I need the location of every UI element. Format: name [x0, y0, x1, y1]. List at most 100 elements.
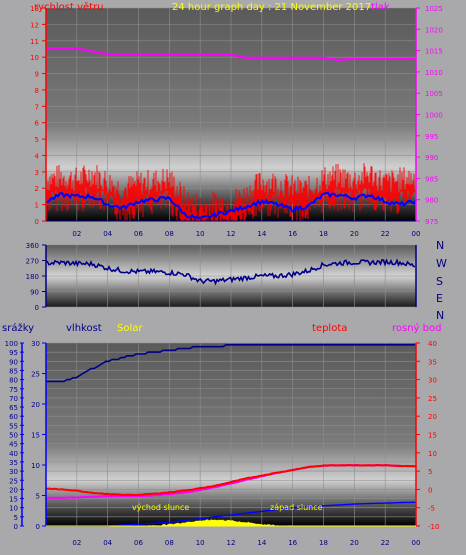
x-tick-label: 20: [350, 230, 359, 238]
direction-letter-w: W: [436, 257, 447, 270]
rain-label: srážky: [2, 322, 34, 334]
rain-tick-label: 45: [9, 441, 18, 449]
temp-tick-label: -5: [428, 505, 435, 513]
temp-tick-label: 10: [428, 450, 437, 458]
x-tick-label: 18: [319, 539, 328, 547]
left-tick-label: 6: [35, 120, 40, 128]
x-tick-label: 16: [288, 230, 297, 238]
rain-tick-label: 30: [9, 468, 18, 476]
wind-pressure-axes: 0123456789101112139759809859909951000100…: [30, 5, 443, 238]
temp-tick-label: -10: [428, 523, 439, 531]
temp-tick-label: 5: [428, 468, 432, 476]
climate-series: [45, 344, 417, 527]
x-tick-label: 02: [72, 230, 81, 238]
temp-tick-label: 40: [428, 340, 437, 348]
left-tick-label: 10: [30, 54, 39, 62]
right-tick-label: 980: [425, 197, 438, 205]
left-tick-label: 7: [35, 103, 39, 111]
x-tick-label: 22: [381, 230, 390, 238]
direction-grid: [46, 244, 417, 308]
humidity-tick-label: 10: [31, 462, 40, 470]
left-tick-label: 11: [30, 38, 39, 46]
humidity-tick-label: 0: [36, 523, 40, 531]
rain-tick-label: 100: [5, 340, 18, 348]
x-tick-label: 12: [227, 230, 236, 238]
temperature-series: [46, 463, 417, 497]
climate-grid: [46, 342, 417, 527]
x-tick-label: 10: [196, 230, 205, 238]
rain-tick-label: 15: [9, 496, 18, 504]
right-tick-label: 985: [425, 175, 438, 183]
x-tick-label: 18: [319, 230, 328, 238]
humidity-tick-label: 15: [31, 432, 40, 440]
sunset-label: západ slunce: [270, 503, 323, 512]
wind-direction-series: [45, 258, 416, 286]
rain-tick-label: 75: [9, 386, 18, 394]
left-tick-label: 9: [35, 71, 39, 79]
rain-tick-label: 50: [9, 432, 18, 440]
wind-speed-label: rychlost větru: [34, 1, 104, 13]
left-tick-label: 0: [35, 218, 39, 226]
pressure-label: tlak: [371, 2, 390, 13]
left-tick-label: 5: [35, 136, 39, 144]
right-tick-label: 1000: [425, 112, 443, 120]
left-tick-label: 90: [30, 289, 39, 297]
direction-letter-s: S: [436, 275, 443, 288]
right-tick-label: 1010: [425, 69, 443, 77]
left-tick-label: 360: [26, 242, 39, 250]
x-tick-label: 08: [165, 230, 174, 238]
temp-tick-label: 20: [428, 413, 437, 421]
rain-tick-label: 10: [9, 505, 18, 513]
x-tick-label: 04: [103, 230, 112, 238]
right-tick-label: 1015: [425, 48, 443, 56]
x-tick-label: 00: [412, 230, 421, 238]
direction-axes: 0 90 180 270 360: [26, 242, 417, 312]
x-tick-label: 20: [350, 539, 359, 547]
rain-tick-label: 40: [9, 450, 18, 458]
left-tick-label: 270: [26, 258, 39, 266]
rain-tick-label: 70: [9, 395, 18, 403]
humidity-tick-label: 30: [31, 340, 40, 348]
dewpoint-label: rosný bod: [392, 322, 441, 334]
right-tick-label: 975: [425, 218, 438, 226]
left-tick-label: 13: [30, 5, 39, 13]
x-tick-label: 16: [288, 539, 297, 547]
right-tick-label: 1005: [425, 90, 443, 98]
rain-tick-label: 85: [9, 367, 18, 375]
temp-tick-label: 35: [428, 358, 437, 366]
rain-tick-label: 95: [9, 349, 18, 357]
rain-tick-label: 5: [14, 514, 18, 522]
right-tick-label: 1020: [425, 26, 443, 34]
humidity-series: [46, 344, 415, 383]
rain-tick-label: 80: [9, 377, 18, 385]
climate-axes: 0510152025303540455055606570758085909510…: [5, 340, 440, 547]
x-tick-label: 06: [134, 230, 143, 238]
rain-tick-label: 60: [9, 413, 18, 421]
rain-tick-label: 25: [9, 477, 18, 485]
rain-tick-label: 0: [14, 523, 18, 531]
left-tick-label: 8: [35, 87, 39, 95]
x-tick-label: 08: [165, 539, 174, 547]
left-tick-label: 1: [35, 202, 39, 210]
pressure-series: [46, 47, 416, 62]
sunrise-label: východ slunce: [132, 503, 189, 512]
direction-letter-n-2: N: [436, 309, 444, 322]
x-tick-label: 22: [381, 539, 390, 547]
temp-tick-label: 15: [428, 432, 437, 440]
solar-label: Solar: [117, 323, 143, 334]
direction-letter-e: E: [436, 292, 443, 305]
direction-series: [45, 258, 416, 286]
left-tick-label: 4: [35, 152, 40, 160]
left-tick-label: 3: [35, 169, 39, 177]
direction-letter-n: N: [436, 239, 444, 252]
left-tick-label: 2: [35, 185, 39, 193]
temperature-label: teplota: [312, 323, 347, 334]
x-tick-label: 04: [103, 539, 112, 547]
humidity-label: vlhkost: [66, 323, 102, 334]
x-tick-label: 10: [196, 539, 205, 547]
temp-tick-label: 25: [428, 395, 437, 403]
left-tick-label: 0: [35, 304, 39, 312]
right-tick-label: 990: [425, 154, 438, 162]
